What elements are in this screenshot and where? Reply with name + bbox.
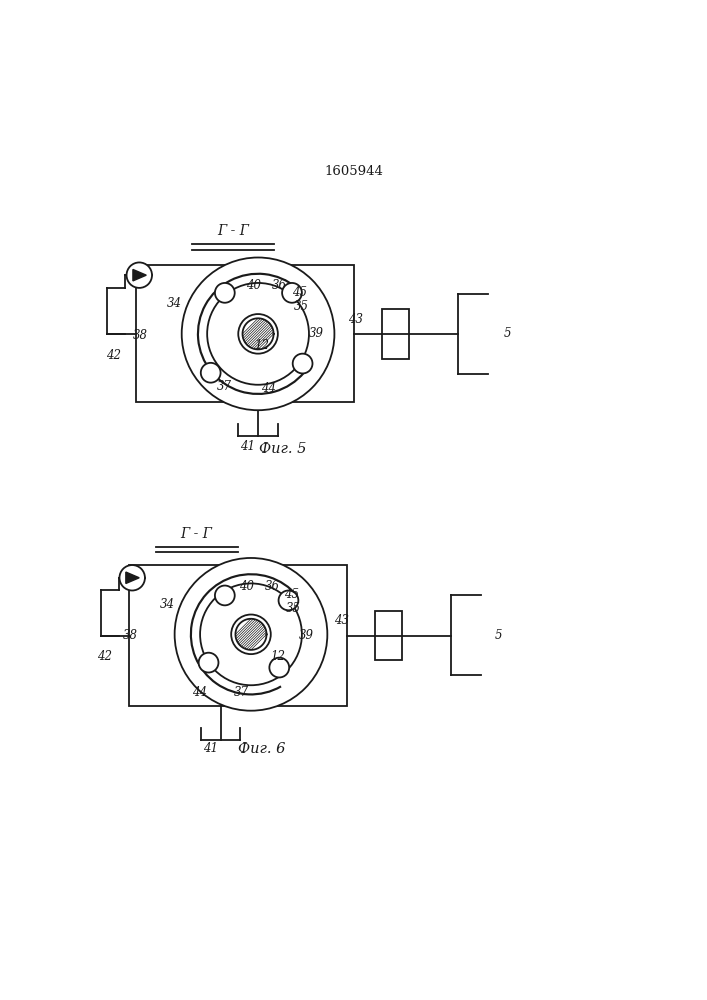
Text: 41: 41 [203,742,218,755]
Text: 45: 45 [284,588,300,601]
Text: 42: 42 [97,650,112,663]
Circle shape [231,615,271,654]
Bar [382,309,409,359]
Text: 36: 36 [271,279,287,292]
Text: 37: 37 [217,380,233,393]
Text: 42: 42 [105,349,121,362]
Text: Фиг. 6: Фиг. 6 [238,742,286,756]
Text: 40: 40 [238,580,254,593]
Text: Фиг. 5: Фиг. 5 [259,442,307,456]
Text: 41: 41 [240,440,255,453]
Text: 40: 40 [245,279,261,292]
Circle shape [182,257,334,410]
Circle shape [200,583,302,685]
Text: 44: 44 [261,382,276,395]
Bar [136,265,354,402]
Polygon shape [126,572,139,583]
Circle shape [269,658,289,677]
Text: 12: 12 [254,339,269,352]
Text: 44: 44 [192,686,207,699]
Circle shape [279,590,298,610]
Circle shape [215,586,235,605]
Text: 1605944: 1605944 [324,165,383,178]
Text: 37: 37 [234,686,250,699]
Circle shape [238,314,278,354]
Circle shape [119,565,145,590]
Text: Г - Г: Г - Г [217,224,250,238]
Circle shape [215,283,235,303]
Text: 35: 35 [286,602,301,615]
Polygon shape [133,269,146,281]
Circle shape [199,653,218,673]
Text: 43: 43 [348,313,363,326]
Circle shape [127,262,152,288]
Text: 45: 45 [292,286,308,299]
Text: 34: 34 [167,297,182,310]
Text: 35: 35 [293,300,309,313]
Text: 39: 39 [298,629,314,642]
Text: 5: 5 [495,629,502,642]
Text: 43: 43 [334,614,349,627]
Circle shape [282,283,302,303]
Text: 12: 12 [270,650,286,663]
Text: 5: 5 [504,327,511,340]
Circle shape [207,283,309,385]
Circle shape [293,354,312,373]
Circle shape [201,363,221,383]
Bar [375,611,402,660]
Text: 34: 34 [160,598,175,611]
Bar [129,565,347,706]
Circle shape [175,558,327,711]
Text: 39: 39 [309,327,325,340]
Text: 36: 36 [264,580,280,593]
Text: 38: 38 [123,629,139,642]
Text: Г - Г: Г - Г [180,527,213,541]
Text: 38: 38 [132,329,148,342]
